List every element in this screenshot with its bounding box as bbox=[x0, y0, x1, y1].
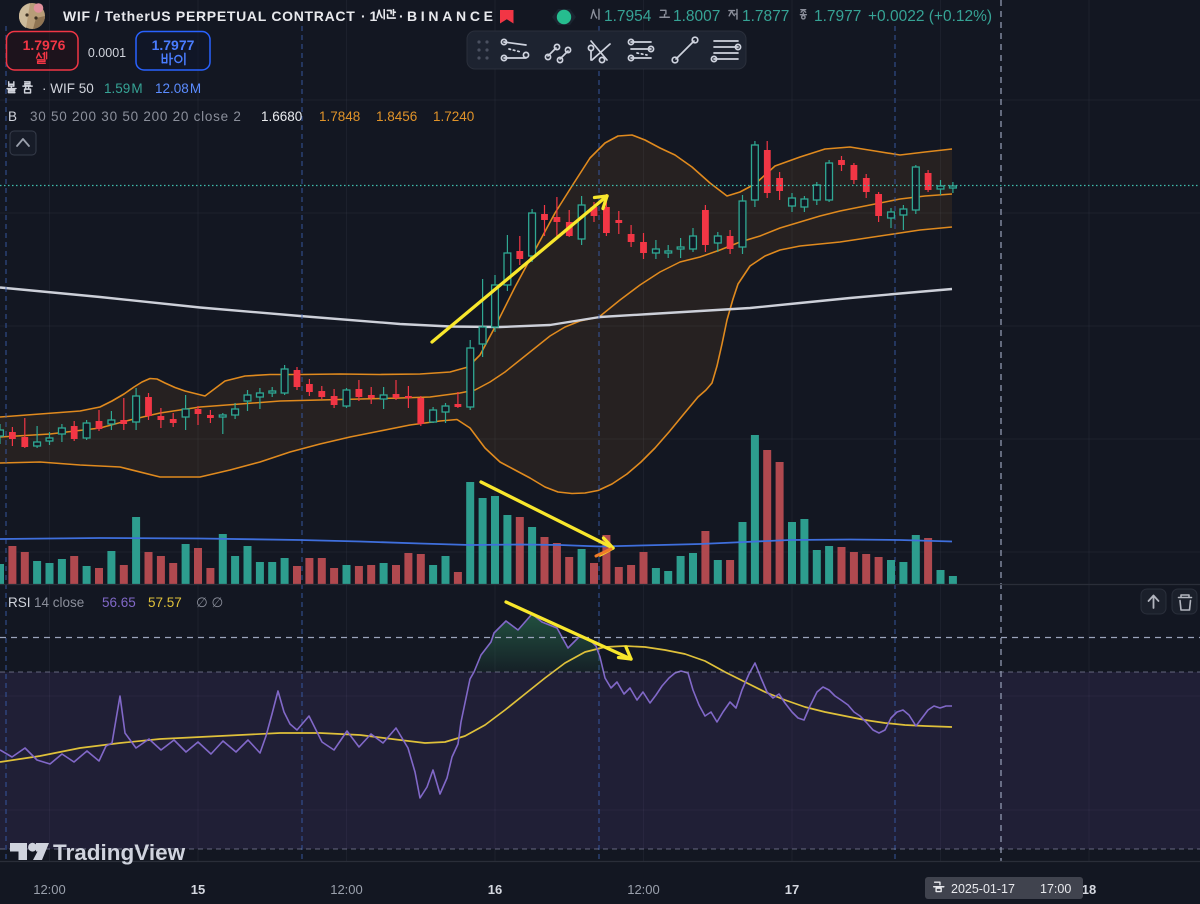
svg-text:17: 17 bbox=[785, 882, 799, 897]
svg-text:1.7977: 1.7977 bbox=[814, 8, 861, 25]
svg-text:WIF / TetherUS PERPETUAL CONTR: WIF / TetherUS PERPETUAL CONTRACT bbox=[63, 8, 355, 24]
svg-text:2025-01-17: 2025-01-17 bbox=[951, 882, 1015, 896]
svg-text:17:00: 17:00 bbox=[1040, 882, 1071, 896]
svg-text:18: 18 bbox=[1082, 882, 1096, 897]
svg-text:30 50 200 30 50 200 20 close 2: 30 50 200 30 50 200 20 close 2 bbox=[30, 109, 242, 124]
svg-text:1.7976: 1.7976 bbox=[23, 37, 66, 53]
svg-text:BINANCE: BINANCE bbox=[407, 8, 497, 24]
svg-text:∅ ∅: ∅ ∅ bbox=[196, 595, 224, 610]
svg-text:+0.0022 (+0.12%): +0.0022 (+0.12%) bbox=[868, 8, 992, 25]
svg-text:12:00: 12:00 bbox=[33, 882, 66, 897]
svg-text:12.08 M: 12.08 M bbox=[155, 81, 201, 96]
svg-text:14 close: 14 close bbox=[34, 595, 84, 610]
svg-text:56.65: 56.65 bbox=[102, 595, 136, 610]
svg-text:· WIF 50: · WIF 50 bbox=[42, 81, 94, 96]
svg-text:1.8456: 1.8456 bbox=[376, 109, 417, 124]
svg-text:TradingView: TradingView bbox=[53, 840, 186, 865]
svg-text:RSI: RSI bbox=[8, 595, 31, 610]
svg-text:1.7877: 1.7877 bbox=[742, 8, 789, 25]
svg-text:1.8007: 1.8007 bbox=[673, 8, 720, 25]
svg-text:0.0001: 0.0001 bbox=[88, 46, 126, 60]
svg-text:·: · bbox=[399, 8, 404, 24]
svg-text:16: 16 bbox=[488, 882, 502, 897]
svg-text:1.59 M: 1.59 M bbox=[104, 81, 143, 96]
svg-text:12:00: 12:00 bbox=[330, 882, 363, 897]
svg-text:1.7977: 1.7977 bbox=[152, 37, 195, 53]
svg-text:· 1: · 1 bbox=[361, 8, 378, 24]
svg-text:1.7240: 1.7240 bbox=[433, 109, 474, 124]
svg-text:B: B bbox=[8, 109, 17, 124]
svg-text:1.6680: 1.6680 bbox=[261, 109, 302, 124]
svg-text:12:00: 12:00 bbox=[627, 882, 660, 897]
svg-text:57.57: 57.57 bbox=[148, 595, 182, 610]
svg-text:1.7954: 1.7954 bbox=[604, 8, 652, 25]
svg-text:15: 15 bbox=[191, 882, 205, 897]
svg-text:1.7848: 1.7848 bbox=[319, 109, 360, 124]
